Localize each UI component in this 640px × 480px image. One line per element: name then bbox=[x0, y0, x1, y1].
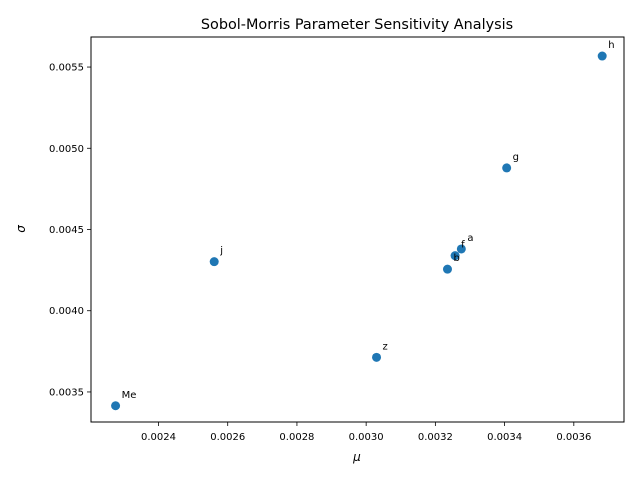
point-label-a: a bbox=[467, 233, 473, 244]
y-tick-label: 0.0050 bbox=[49, 144, 84, 155]
point-label-b: b bbox=[453, 253, 459, 264]
point-label-Me: Me bbox=[122, 390, 137, 401]
point-label-h: h bbox=[608, 40, 614, 51]
x-axis-ticks: 0.0024 0.0026 0.0028 0.0030 0.0032 0.0034 0.00… bbox=[141, 422, 591, 443]
plot-frame bbox=[90, 36, 625, 423]
x-tick-label: 0.0030 bbox=[349, 432, 384, 443]
point-label-f: f bbox=[461, 240, 465, 251]
x-tick-label: 0.0036 bbox=[556, 432, 591, 443]
scatter-point-Me bbox=[111, 401, 121, 411]
scatter-point-j bbox=[209, 257, 219, 267]
data-point-labels: Me j z bfa g h bbox=[122, 40, 615, 401]
y-axis-label: σ bbox=[14, 225, 28, 233]
x-tick-label: 0.0028 bbox=[279, 432, 314, 443]
y-axis-ticks: 0.0035 0.0040 0.0045 0.0050 0.0055 bbox=[49, 63, 91, 398]
y-tick-label: 0.0035 bbox=[49, 387, 84, 398]
x-tick-label: 0.0032 bbox=[418, 432, 453, 443]
y-tick-label: 0.0045 bbox=[49, 225, 84, 236]
scatter-point-g bbox=[502, 163, 512, 173]
scatter-point-h bbox=[597, 51, 607, 61]
x-tick-label: 0.0026 bbox=[210, 432, 245, 443]
x-axis-label: μ bbox=[352, 450, 361, 464]
x-tick-label: 0.0024 bbox=[141, 432, 176, 443]
point-label-g: g bbox=[513, 152, 519, 163]
x-tick-label: 0.0034 bbox=[487, 432, 522, 443]
scatter-point-b bbox=[442, 264, 452, 274]
y-tick-label: 0.0055 bbox=[49, 63, 84, 74]
data-points bbox=[111, 51, 607, 411]
y-tick-label: 0.0040 bbox=[49, 306, 84, 317]
point-label-z: z bbox=[383, 341, 388, 352]
chart-title: Sobol-Morris Parameter Sensitivity Analy… bbox=[201, 17, 513, 33]
scatter-point-f bbox=[450, 251, 460, 261]
scatter-point-z bbox=[372, 352, 382, 362]
point-label-j: j bbox=[219, 246, 223, 257]
scatter-point-a bbox=[456, 244, 466, 254]
